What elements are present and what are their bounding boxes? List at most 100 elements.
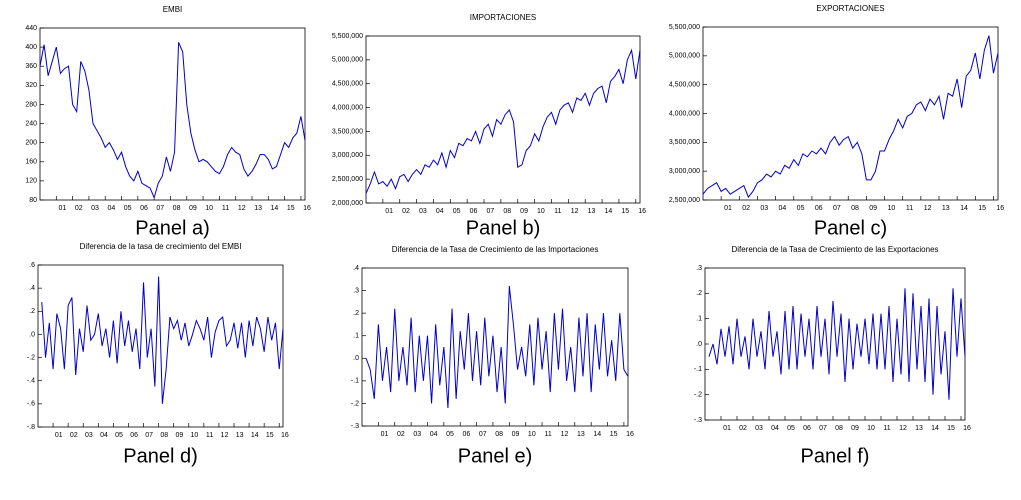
x-tick-label: 02 — [70, 432, 78, 439]
x-tick-label: 13 — [577, 431, 585, 438]
x-tick-label: 12 — [924, 205, 932, 212]
x-tick-label: 15 — [610, 431, 618, 438]
x-tick-label: 11 — [554, 208, 561, 215]
data-line — [39, 42, 306, 200]
x-tick-label: 01 — [724, 205, 732, 212]
y-tick-label: 4,500,000 — [332, 81, 363, 88]
panel-caption: Panel a) — [135, 217, 210, 239]
x-tick-label: 01 — [723, 425, 731, 432]
x-tick-label: 03 — [419, 208, 427, 215]
x-tick-label: 04 — [779, 205, 787, 212]
y-tick-label: 5,000,000 — [669, 53, 700, 60]
x-tick-label: 02 — [75, 205, 83, 212]
x-tick-label: 06 — [815, 205, 823, 212]
y-tick-label: -.8 — [27, 424, 35, 431]
y-tick-label: .1 — [353, 333, 359, 340]
chart-title: EXPORTACIONES — [816, 4, 884, 13]
y-tick-label: .0 — [29, 331, 35, 338]
x-tick-label: 09 — [175, 432, 183, 439]
y-tick-label: .0 — [353, 355, 359, 362]
y-tick-label: 4,000,000 — [332, 104, 363, 111]
plot-frame — [365, 35, 641, 204]
y-tick-label: -.2 — [351, 400, 359, 407]
y-tick-label: .3 — [353, 287, 359, 294]
x-tick-label: 05 — [115, 432, 123, 439]
x-tick-label: 04 — [100, 432, 108, 439]
data-line — [365, 48, 641, 194]
y-tick-label: .1 — [696, 316, 702, 323]
x-tick-label: 05 — [797, 205, 805, 212]
x-tick-label: 08 — [173, 205, 181, 212]
plot-frame — [37, 264, 284, 428]
y-tick-label: 3,000,000 — [332, 152, 363, 159]
x-tick-label: 05 — [453, 208, 461, 215]
y-tick-label: 5,500,000 — [669, 24, 700, 31]
x-tick-label: 10 — [887, 205, 895, 212]
panel-caption: Panel e) — [458, 445, 533, 467]
x-tick-label: 01 — [385, 208, 393, 215]
x-tick-label: 03 — [760, 205, 768, 212]
x-tick-label: 06 — [140, 205, 148, 212]
x-tick-label: 07 — [479, 431, 487, 438]
y-tick-label: 2,500,000 — [669, 197, 700, 204]
y-tick-label: -.3 — [694, 417, 702, 424]
data-line — [365, 286, 629, 408]
x-tick-label: 13 — [254, 205, 262, 212]
x-tick-label: 11 — [222, 205, 229, 212]
y-tick-label: 4,500,000 — [669, 82, 700, 89]
y-tick-label: 360 — [25, 63, 37, 70]
x-tick-label: 08 — [835, 425, 843, 432]
x-tick-label: 15 — [266, 432, 274, 439]
x-tick-label: 05 — [787, 425, 795, 432]
x-tick-label: 01 — [59, 205, 67, 212]
x-tick-label: 10 — [528, 431, 536, 438]
x-tick-label: 09 — [869, 205, 877, 212]
x-tick-label: 03 — [91, 205, 99, 212]
y-tick-label: 3,000,000 — [669, 168, 700, 175]
y-tick-label: .4 — [353, 265, 359, 272]
x-tick-label: 16 — [303, 205, 311, 212]
data-line — [41, 276, 284, 404]
x-tick-label: 06 — [470, 208, 478, 215]
x-tick-label: 10 — [191, 432, 199, 439]
chart-title: Diferencia de la Tasa de Crecimiento de … — [392, 245, 599, 254]
y-tick-label: 80 — [29, 197, 37, 204]
y-tick-label: .6 — [29, 262, 35, 269]
panel-caption: Panel c) — [814, 217, 887, 239]
x-tick-label: 12 — [238, 205, 246, 212]
x-tick-label: 03 — [85, 432, 93, 439]
x-tick-label: 14 — [931, 425, 939, 432]
panel-caption: Panel d) — [123, 445, 198, 467]
x-tick-label: 04 — [430, 431, 438, 438]
x-tick-label: 13 — [588, 208, 596, 215]
y-tick-label: 440 — [25, 25, 37, 32]
y-tick-label: .2 — [353, 310, 359, 317]
y-tick-label: .2 — [29, 308, 35, 315]
x-tick-label: 06 — [130, 432, 138, 439]
x-tick-label: 07 — [833, 205, 841, 212]
x-tick-label: 15 — [287, 205, 295, 212]
x-tick-label: 10 — [867, 425, 875, 432]
panel-caption: Panel b) — [466, 217, 541, 239]
x-tick-label: 14 — [960, 205, 968, 212]
y-tick-label: 5,000,000 — [332, 57, 363, 64]
y-tick-label: 120 — [25, 178, 37, 185]
y-tick-label: -.1 — [694, 366, 702, 373]
y-tick-label: .0 — [696, 341, 702, 348]
chart-title: Diferencia de la Tasa de Crecimiento de … — [731, 245, 938, 254]
chart-title: EMBI — [163, 5, 183, 14]
y-tick-label: -.6 — [27, 401, 35, 408]
x-tick-label: 15 — [621, 208, 629, 215]
y-tick-label: 200 — [25, 140, 37, 147]
x-tick-label: 07 — [145, 432, 153, 439]
panel-caption: Panel f) — [801, 445, 870, 467]
x-tick-label: 01 — [381, 431, 389, 438]
y-tick-label: -.2 — [694, 392, 702, 399]
x-tick-label: 06 — [462, 431, 470, 438]
x-tick-label: 09 — [189, 205, 197, 212]
data-line — [702, 35, 999, 199]
plot-frame — [39, 27, 306, 201]
y-tick-label: 3,500,000 — [332, 128, 363, 135]
plot-frame — [702, 26, 999, 201]
